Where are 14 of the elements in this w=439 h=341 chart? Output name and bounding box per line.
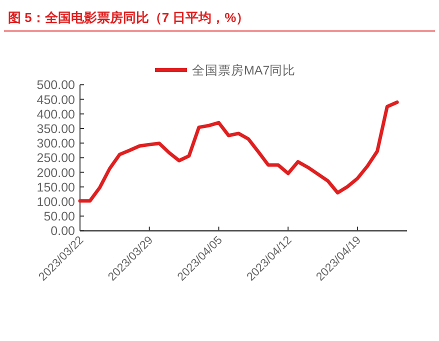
y-tick-label: 300.00 [36,136,76,151]
y-tick-label: 450.00 [36,92,76,107]
y-tick-label: 500.00 [36,78,76,92]
y-tick-label: 350.00 [36,122,76,136]
y-tick-label: 100.00 [36,195,76,209]
y-tick-label: 400.00 [36,107,76,122]
line-series [78,100,399,203]
legend-label: 全国票房MA7同比 [192,62,296,78]
y-tick-label: 0.00 [50,224,76,238]
chart-title: 图 5：全国电影票房同比（7 日平均，%） [8,10,250,25]
y-tick-label: 250.00 [36,151,76,166]
y-tick-label: 200.00 [36,166,76,180]
y-tick-label: 150.00 [36,180,76,194]
y-tick-label: 50.00 [44,210,76,224]
